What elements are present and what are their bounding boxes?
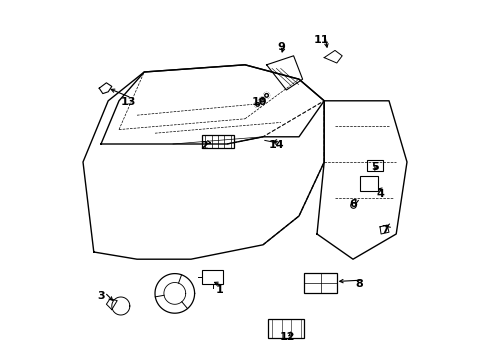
Text: 11: 11: [314, 35, 329, 45]
Text: 6: 6: [349, 199, 357, 210]
Circle shape: [255, 102, 261, 107]
Circle shape: [259, 97, 265, 103]
Text: 4: 4: [376, 189, 384, 199]
Bar: [202, 135, 234, 148]
Text: 9: 9: [277, 42, 285, 52]
Text: 12: 12: [280, 332, 295, 342]
Circle shape: [264, 93, 270, 98]
Text: 7: 7: [381, 225, 389, 235]
Circle shape: [259, 97, 265, 103]
Bar: [360, 176, 378, 191]
Circle shape: [255, 102, 261, 107]
Bar: [304, 273, 337, 293]
Text: 3: 3: [97, 291, 105, 301]
Bar: [367, 160, 383, 171]
Bar: [202, 270, 223, 284]
Text: 1: 1: [216, 285, 223, 295]
Text: 10: 10: [252, 96, 267, 107]
Text: 13: 13: [121, 96, 136, 107]
Text: 14: 14: [269, 140, 285, 150]
Text: 2: 2: [200, 141, 207, 151]
Bar: [269, 319, 304, 338]
Circle shape: [264, 93, 270, 98]
Text: 8: 8: [356, 279, 364, 289]
Text: 5: 5: [371, 162, 378, 172]
